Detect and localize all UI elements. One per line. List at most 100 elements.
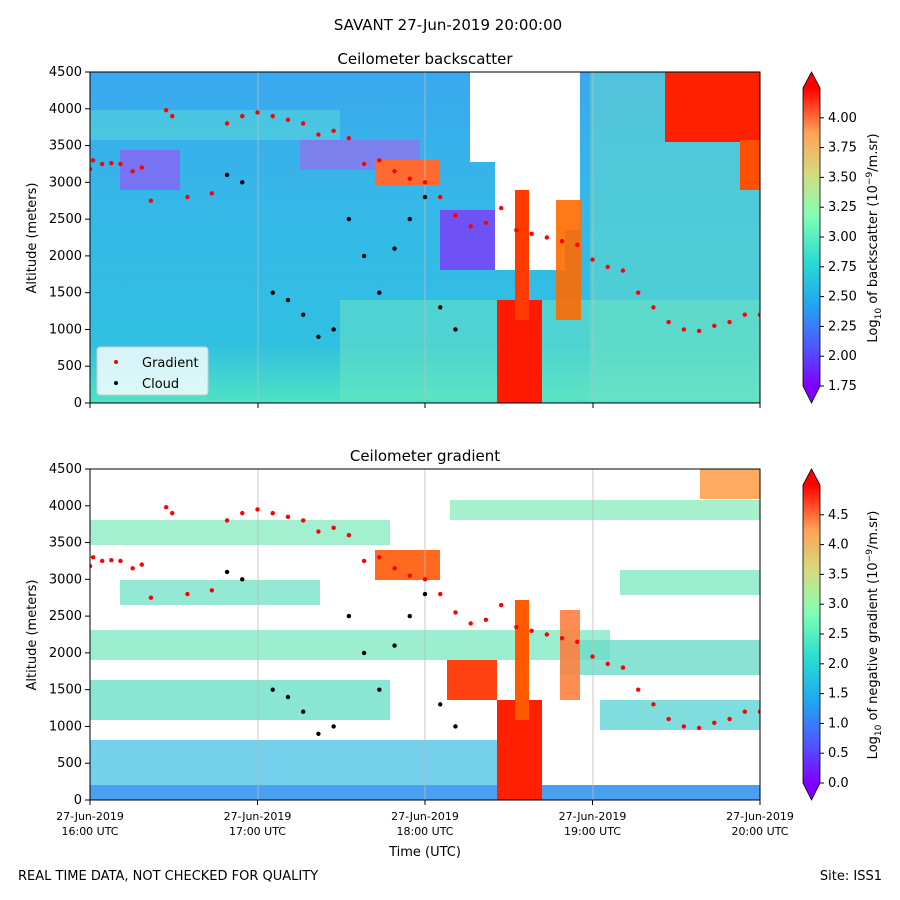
gradient-marker — [438, 194, 443, 200]
figure-suptitle: SAVANT 27-Jun-2019 20:00:00 — [334, 16, 562, 34]
x-tick-time: 17:00 UTC — [229, 825, 286, 838]
gradient-marker — [727, 716, 732, 722]
colorbar-tick-label: 4.0 — [828, 538, 849, 553]
x-tick-date: 27-Jun-2019 — [56, 810, 124, 823]
cloud-marker — [453, 724, 458, 729]
backscatter-legend: Gradient Cloud — [96, 346, 209, 396]
gradient-marker — [453, 213, 458, 218]
cloud-marker — [377, 687, 382, 692]
cloud-marker — [377, 290, 382, 295]
x-tick-date: 27-Jun-2019 — [391, 810, 459, 823]
gradient-marker — [742, 709, 747, 714]
gradient-marker — [316, 529, 321, 534]
cloud-marker — [331, 327, 336, 332]
colorbar-tick-label: 3.75 — [828, 141, 857, 156]
cloud-marker — [300, 709, 306, 714]
colorbar-tick-label: 0.0 — [828, 776, 849, 791]
colorbar-tick-label: 2.50 — [828, 290, 857, 305]
gradient-marker — [483, 220, 489, 225]
gradient-marker — [529, 628, 534, 634]
gradient-marker — [483, 617, 489, 622]
gradient-marker — [544, 235, 550, 240]
gradient-marker — [185, 591, 190, 597]
gradient-marker — [255, 507, 260, 512]
gradient-marker — [453, 610, 458, 615]
colorbar-tick-label: 3.50 — [828, 170, 857, 185]
gradient-marker — [240, 510, 245, 516]
gradient-marker — [118, 161, 123, 167]
colorbar-tick-label: 2.5 — [828, 627, 849, 642]
y-tick-label: 4000 — [49, 499, 82, 514]
gradient-marker — [422, 180, 428, 185]
gradient-marker — [377, 555, 382, 560]
gradient-marker — [148, 198, 154, 203]
gradient-marker — [422, 577, 428, 582]
colorbar-tick-label: 0.5 — [828, 746, 849, 761]
gradient-marker — [209, 588, 215, 593]
gradient-marker — [90, 158, 96, 163]
gradient-marker — [361, 558, 367, 564]
y-tick-label: 1000 — [49, 322, 82, 337]
gradient-marker — [559, 238, 565, 244]
legend-cloud-label: Cloud — [142, 377, 179, 392]
gradient-colorbar-label: Log10 of negative gradient (10−9/m.sr) — [865, 511, 884, 760]
gradient-marker — [651, 702, 656, 707]
backscatter-colorbar-label: Log10 of backscatter (10−9/m.sr) — [865, 133, 884, 342]
gradient-marker — [757, 312, 760, 317]
gradient-marker — [498, 205, 504, 211]
gradient-marker — [438, 591, 443, 597]
cloud-marker — [316, 334, 321, 339]
y-tick-label: 3500 — [49, 139, 82, 154]
colorbar-tick-label: 2.0 — [828, 657, 849, 672]
gradient-marker — [681, 327, 687, 332]
backscatter-y-ticks: 0 500 1000 1500 2000 2500 3000 3500 4000 4500 — [49, 65, 90, 411]
cloud-marker — [407, 613, 412, 619]
y-tick-label: 500 — [57, 359, 82, 374]
gradient-marker — [170, 510, 175, 516]
cloud-marker — [361, 650, 367, 656]
colorbar-tick-label: 4.00 — [828, 111, 857, 126]
gradient-marker — [109, 558, 114, 563]
gradient-marker — [316, 132, 321, 137]
colorbar-tick-label: 2.00 — [828, 349, 857, 364]
x-tick-date: 27-Jun-2019 — [224, 810, 292, 823]
y-tick-label: 2000 — [49, 249, 82, 264]
gradient-marker — [590, 654, 595, 659]
gradient-marker — [468, 621, 473, 626]
gradient-marker — [209, 191, 215, 196]
gradient-marker — [255, 110, 260, 115]
colorbar-tick-label: 2.75 — [828, 260, 857, 275]
gradient-marker — [407, 573, 412, 578]
gradient-marker — [270, 113, 275, 119]
gradient-marker — [666, 716, 671, 722]
gradient-marker — [666, 319, 671, 325]
gradient-marker — [635, 290, 641, 295]
y-tick-label: 0 — [74, 793, 82, 808]
y-tick-label: 3000 — [49, 572, 82, 587]
gradient-marker — [346, 136, 352, 141]
gradient-marker — [331, 525, 336, 531]
gradient-marker — [590, 257, 595, 262]
y-tick-label: 4500 — [49, 65, 82, 80]
gradient-colorbar: 0.0 0.5 1.0 1.5 2.0 2.5 3.0 3.5 4.0 4.5 Log10 of … — [802, 468, 884, 801]
legend-cloud-marker — [114, 381, 118, 385]
gradient-panel: Ceilometer gradient — [25, 447, 884, 860]
cloud-marker — [240, 577, 245, 582]
gradient-x-ticks: 27-Jun-2019 16:00 UTC 27-Jun-2019 17:00 UTC… — [56, 800, 794, 838]
cloud-marker — [361, 253, 367, 259]
cloud-marker — [224, 172, 230, 178]
colorbar-tick-label: 2.25 — [828, 319, 857, 334]
gradient-marker — [514, 624, 519, 630]
gradient-marker — [544, 632, 550, 637]
gradient-marker — [529, 231, 534, 237]
gradient-marker — [285, 117, 291, 123]
y-tick-label: 1500 — [49, 286, 82, 301]
gradient-marker — [727, 319, 732, 325]
backscatter-colorbar: 1.75 2.00 2.25 2.50 2.75 3.00 3.25 3.50 3.75 4.00… — [802, 71, 884, 404]
cloud-marker — [270, 687, 275, 692]
backscatter-ylabel: Altitude (meters) — [25, 183, 40, 294]
gradient-marker — [620, 665, 626, 670]
backscatter-panel: Ceilometer backscatter — [25, 50, 884, 411]
gradient-marker — [130, 566, 135, 571]
gradient-marker — [377, 158, 382, 163]
